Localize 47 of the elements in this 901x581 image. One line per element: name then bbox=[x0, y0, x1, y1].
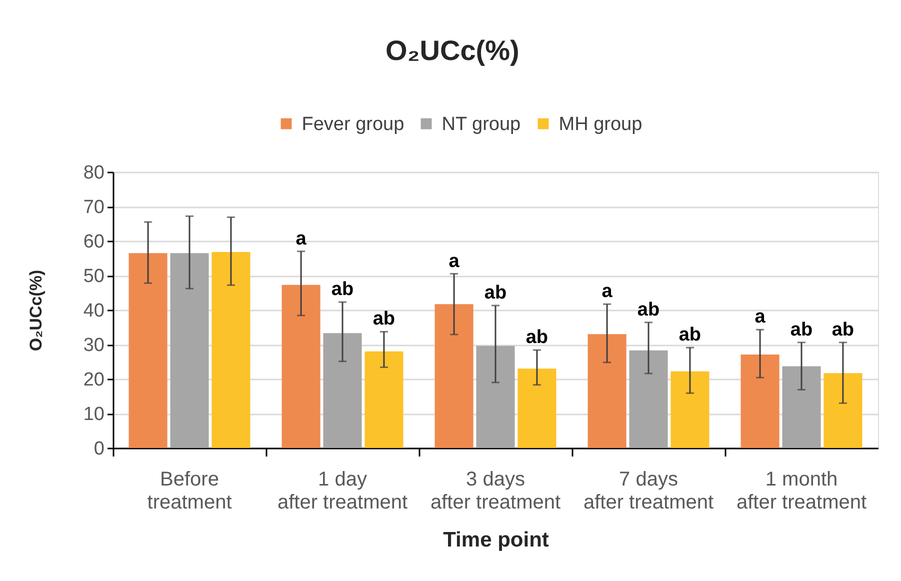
chart-title: O₂UCc(%) bbox=[386, 35, 520, 66]
y-tick-label: 40 bbox=[83, 300, 104, 322]
data-label: ab bbox=[484, 282, 507, 304]
data-label: a bbox=[602, 281, 613, 302]
bar bbox=[782, 366, 821, 448]
bar bbox=[629, 350, 668, 448]
legend-label: MH group bbox=[558, 114, 642, 135]
bar bbox=[824, 373, 862, 448]
data-label: a bbox=[296, 228, 307, 250]
legend-label: Fever group bbox=[302, 114, 404, 135]
bar bbox=[588, 334, 626, 448]
x-tick-label: Before treatment bbox=[147, 468, 232, 514]
data-label: ab bbox=[790, 319, 813, 340]
data-label: a bbox=[754, 306, 766, 328]
data-label: ab bbox=[526, 327, 548, 348]
x-tick-label: 1 month after treatment bbox=[736, 468, 867, 514]
bar bbox=[128, 253, 168, 448]
bar bbox=[740, 354, 780, 448]
bar bbox=[434, 304, 474, 448]
legend-label: NT group bbox=[442, 114, 521, 135]
y-tick-label: 60 bbox=[83, 232, 104, 252]
y-tick-label: 50 bbox=[83, 266, 104, 287]
x-tick-label: 1 day after treatment bbox=[277, 468, 408, 514]
y-tick-label: 20 bbox=[83, 370, 104, 390]
data-label: ab bbox=[832, 319, 854, 340]
data-label: a bbox=[448, 250, 460, 272]
bar bbox=[518, 368, 556, 448]
y-tick-label: 70 bbox=[83, 197, 104, 218]
bar bbox=[170, 253, 209, 448]
bar bbox=[282, 284, 320, 448]
data-label: ab bbox=[637, 299, 660, 320]
data-label: ab bbox=[678, 324, 702, 346]
y-tick-label: 0 bbox=[94, 438, 104, 460]
bar bbox=[212, 252, 250, 448]
data-label: ab bbox=[372, 308, 396, 330]
y-tick-label: 10 bbox=[83, 404, 104, 425]
x-axis-title: Time point bbox=[443, 528, 549, 552]
y-tick-label: 80 bbox=[83, 162, 104, 184]
bar bbox=[670, 371, 710, 448]
bar bbox=[364, 351, 404, 448]
y-axis-title: O₂UCc(%) bbox=[26, 270, 46, 352]
x-tick-label: 3 days after treatment bbox=[430, 468, 561, 514]
data-label: ab bbox=[331, 279, 354, 300]
x-tick-label: 7 days after treatment bbox=[583, 468, 714, 514]
bar bbox=[323, 333, 362, 448]
y-tick-label: 30 bbox=[83, 335, 104, 356]
bar bbox=[476, 346, 515, 448]
